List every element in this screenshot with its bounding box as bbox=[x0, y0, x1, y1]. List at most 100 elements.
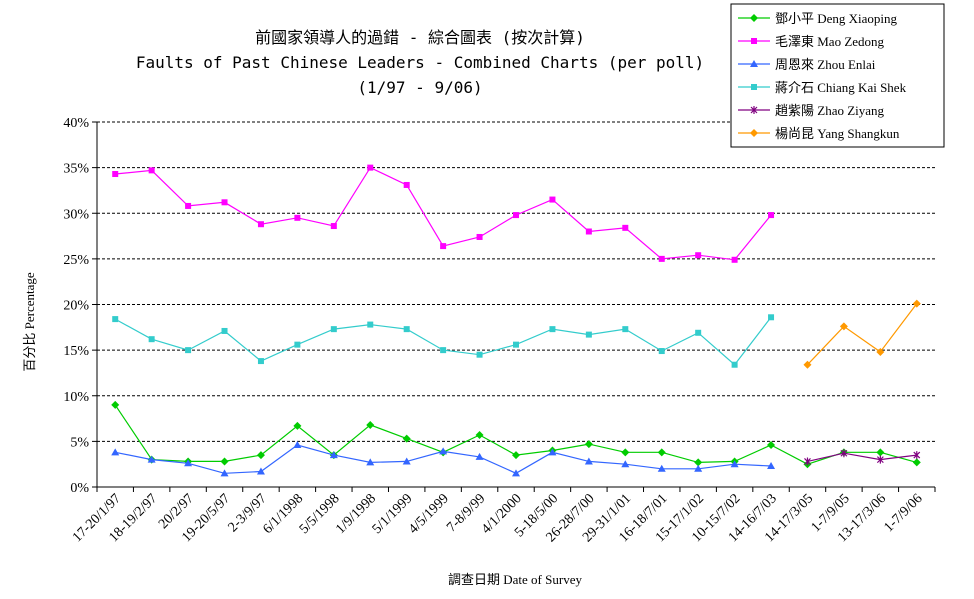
legend-item: 趙紫陽 Zhao Ziyang bbox=[738, 103, 885, 118]
chart-subtitle-range: (1/97 - 9/06) bbox=[357, 78, 482, 97]
data-point bbox=[366, 458, 375, 466]
y-tick-label: 5% bbox=[70, 435, 89, 450]
data-point bbox=[476, 233, 483, 240]
y-tick-label: 30% bbox=[63, 207, 89, 222]
data-point bbox=[657, 464, 666, 472]
series-2 bbox=[111, 441, 776, 477]
data-point bbox=[403, 181, 410, 188]
legend-marker bbox=[750, 60, 758, 67]
series-layer bbox=[111, 164, 921, 477]
data-point bbox=[913, 451, 921, 460]
data-point bbox=[111, 400, 120, 409]
data-point bbox=[367, 321, 374, 328]
legend-item: 周恩來 Zhou Enlai bbox=[738, 57, 876, 72]
data-point bbox=[658, 255, 665, 262]
x-axis-ticks: 17-20/1/9718-19/2/9720/2/9719-20/5/972-3… bbox=[70, 487, 936, 545]
data-point bbox=[220, 457, 229, 466]
data-point bbox=[767, 462, 776, 470]
data-point bbox=[221, 199, 228, 206]
data-point bbox=[876, 448, 885, 457]
data-point bbox=[329, 451, 338, 459]
legend-item: 鄧小平 Deng Xiaoping bbox=[738, 11, 898, 26]
data-point bbox=[549, 326, 556, 333]
x-tick-label: 4/5/1999 bbox=[406, 491, 452, 537]
data-point bbox=[694, 458, 703, 467]
series-5 bbox=[803, 299, 921, 369]
data-point bbox=[330, 326, 337, 333]
y-tick-label: 20% bbox=[63, 299, 89, 314]
data-point bbox=[622, 224, 629, 231]
data-point bbox=[622, 326, 629, 333]
series-3 bbox=[112, 314, 775, 368]
series-4 bbox=[804, 449, 921, 466]
data-point bbox=[294, 214, 301, 221]
data-point bbox=[403, 326, 410, 333]
legend-item: 楊尚昆 Yang Shangkun bbox=[738, 126, 900, 141]
data-point bbox=[876, 455, 884, 464]
data-point bbox=[148, 336, 155, 343]
data-point bbox=[402, 457, 411, 465]
data-point bbox=[367, 164, 374, 171]
chart-title: 前國家領導人的過錯 - 綜合圖表 (按次計算) bbox=[255, 28, 585, 47]
data-point bbox=[256, 467, 265, 475]
data-point bbox=[912, 299, 921, 308]
y-tick-label: 10% bbox=[63, 390, 89, 405]
data-point bbox=[730, 460, 739, 468]
data-point bbox=[549, 196, 556, 203]
data-point bbox=[585, 228, 592, 235]
data-point bbox=[768, 314, 775, 321]
data-point bbox=[440, 347, 447, 354]
data-point bbox=[840, 449, 848, 458]
data-point bbox=[584, 457, 593, 465]
data-point bbox=[256, 451, 265, 460]
legend-label: 趙紫陽 Zhao Ziyang bbox=[775, 103, 885, 118]
data-point bbox=[731, 361, 738, 368]
data-point bbox=[330, 223, 337, 230]
data-point bbox=[148, 167, 155, 174]
y-tick-label: 0% bbox=[70, 481, 89, 496]
data-point bbox=[513, 212, 519, 219]
data-point bbox=[293, 441, 302, 449]
data-point bbox=[621, 448, 630, 457]
series-line bbox=[807, 303, 918, 366]
y-tick-label: 35% bbox=[63, 162, 89, 177]
data-point bbox=[185, 202, 192, 209]
data-point bbox=[513, 341, 519, 348]
data-point bbox=[695, 252, 702, 259]
data-point bbox=[112, 316, 119, 323]
data-point bbox=[220, 469, 229, 477]
data-point bbox=[402, 434, 411, 443]
data-point bbox=[694, 464, 703, 472]
data-point bbox=[839, 322, 848, 331]
legend-label: 楊尚昆 Yang Shangkun bbox=[775, 126, 900, 141]
x-axis-label: 調查日期 Date of Survey bbox=[448, 572, 582, 587]
series-line bbox=[114, 316, 772, 366]
data-point bbox=[584, 440, 593, 449]
data-point bbox=[221, 327, 228, 334]
data-point bbox=[147, 455, 156, 463]
y-tick-label: 15% bbox=[63, 344, 89, 359]
y-tick-label: 40% bbox=[63, 116, 89, 131]
data-point bbox=[475, 430, 484, 439]
data-point bbox=[912, 458, 921, 467]
legend-marker bbox=[751, 84, 757, 90]
data-point bbox=[695, 329, 702, 336]
legend-label: 周恩來 Zhou Enlai bbox=[775, 57, 876, 72]
y-tick-label: 25% bbox=[63, 253, 89, 268]
data-point bbox=[548, 448, 557, 456]
series-0 bbox=[111, 400, 921, 469]
legend-label: 蔣介石 Chiang Kai Shek bbox=[775, 80, 907, 95]
chart-subtitle: Faults of Past Chinese Leaders - Combine… bbox=[136, 53, 704, 72]
data-point bbox=[803, 360, 812, 369]
legend: 鄧小平 Deng Xiaoping 毛澤東 Mao Zedong 周恩來 Zhou … bbox=[730, 3, 945, 148]
data-point bbox=[731, 256, 738, 263]
data-point bbox=[366, 420, 375, 429]
data-point bbox=[111, 448, 120, 456]
data-point bbox=[767, 441, 776, 450]
data-point bbox=[257, 358, 264, 365]
legend-marker bbox=[750, 129, 758, 137]
data-point bbox=[512, 451, 520, 460]
y-axis-label: 百分比 Percentage bbox=[22, 272, 37, 372]
data-point bbox=[440, 243, 447, 250]
